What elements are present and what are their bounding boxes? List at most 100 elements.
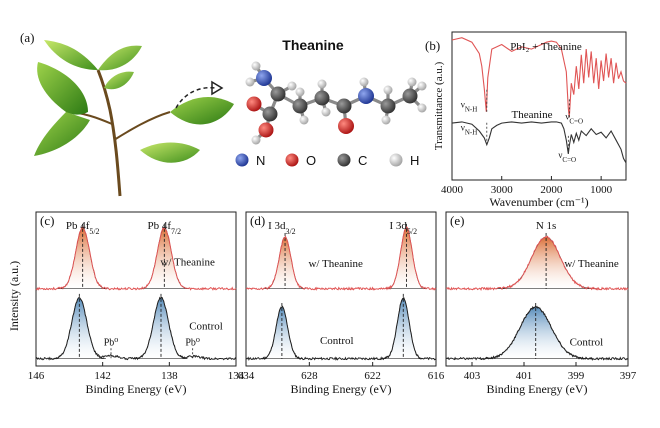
atom-o xyxy=(338,118,354,134)
x-tick-label: 634 xyxy=(238,370,255,382)
x-tick-label: 401 xyxy=(516,370,533,382)
molecule-title: Theanine xyxy=(282,37,344,53)
annotation-label: νN-H xyxy=(461,100,478,114)
series-label-control: Control xyxy=(570,336,604,348)
legend-label-c: C xyxy=(358,153,367,168)
atom-h xyxy=(245,77,255,87)
panel-d-i3d-chart: 634 628 622 616 Binding Energy (eV) (d) w/ The… xyxy=(238,211,445,396)
measured-line-control xyxy=(35,296,237,361)
atom-c xyxy=(292,98,308,114)
peak-label: I 3d3/2 xyxy=(268,220,296,236)
pb0-label: Pb⁰ xyxy=(185,337,200,348)
atom-c xyxy=(380,98,396,114)
atom-o xyxy=(258,122,274,138)
measured-line-control xyxy=(445,305,629,361)
x-tick-label: 142 xyxy=(94,370,111,382)
atom-c xyxy=(270,86,286,102)
x-tick-label: 146 xyxy=(28,370,45,382)
x-tick-label: 616 xyxy=(428,370,445,382)
x-axis-label: Binding Energy (eV) xyxy=(85,382,186,396)
series-label-pbi2-theanine: PbI₂ + Theanine xyxy=(510,41,582,53)
atom-h xyxy=(417,103,427,113)
legend-swatch-c xyxy=(337,153,351,167)
peak-label: Pb 4f5/2 xyxy=(66,220,100,236)
measured-line-theanine xyxy=(245,226,437,291)
panel-a: (a) Theanine N O C H xyxy=(20,30,427,197)
dashed-arrow xyxy=(175,80,224,109)
legend-label-o: O xyxy=(306,153,316,168)
x-tick-label: 622 xyxy=(364,370,381,382)
atom-n xyxy=(256,70,272,86)
measured-line-control xyxy=(245,296,437,361)
series-label-theanine: Theanine xyxy=(512,109,553,121)
x-tick-label: 628 xyxy=(301,370,318,382)
annotation-label: νC=O xyxy=(558,150,576,164)
atom-c xyxy=(314,90,330,106)
atom-h xyxy=(407,77,417,87)
x-tick-label: 403 xyxy=(464,370,481,382)
legend-swatch-h xyxy=(389,153,403,167)
series-label-theanine: w/ Theanine xyxy=(308,258,363,270)
series-label-theanine: w/ Theanine xyxy=(160,257,215,269)
legend-swatch-o xyxy=(285,153,299,167)
x-tick-label: 399 xyxy=(568,370,585,382)
atom-n xyxy=(358,88,374,104)
panel-c-pb4f-chart: 146 142 138 134 Binding Energy (eV) (c) w/ The… xyxy=(28,211,245,396)
legend-swatch-n xyxy=(235,153,249,167)
series-line-pbi2-theanine xyxy=(451,37,627,118)
x-tick-label: 3000 xyxy=(491,184,514,196)
panel-e-n1s-chart: 403 401 399 397 Binding Energy (eV) (e) w/ The… xyxy=(445,211,637,396)
atom-h xyxy=(287,81,297,91)
atom-c xyxy=(262,106,278,122)
atom-h xyxy=(295,87,305,97)
measured-line-theanine xyxy=(445,235,629,292)
x-tick-label: 4000 xyxy=(441,184,464,196)
panel-frame xyxy=(245,211,437,367)
annotation-label: νC=O xyxy=(565,111,583,125)
atom-h xyxy=(383,85,393,95)
theanine-molecule-model xyxy=(245,61,427,145)
pb0-label: Pb⁰ xyxy=(104,337,119,348)
legend-label-h: H xyxy=(410,153,419,168)
x-tick-label: 134 xyxy=(228,370,245,382)
panel-label: (c) xyxy=(40,213,54,228)
panel-label: (e) xyxy=(450,213,464,228)
atom-h xyxy=(321,107,331,117)
intensity-axis-label: Intensity (a.u.) xyxy=(7,261,21,331)
panel-label: (b) xyxy=(425,38,440,53)
atom-c xyxy=(336,98,352,114)
annotation-label: νN-H xyxy=(461,123,478,137)
tea-plant-illustration xyxy=(34,40,234,197)
measured-line-theanine xyxy=(35,226,237,291)
x-axis-label: Binding Energy (eV) xyxy=(290,382,391,396)
panel-label: (d) xyxy=(250,213,265,228)
atom-h xyxy=(381,115,391,125)
atom-c xyxy=(402,88,418,104)
panel-a-label: (a) xyxy=(20,30,34,45)
atom-h xyxy=(417,81,427,91)
y-axis-label: Transmittance (a.u.) xyxy=(433,61,445,150)
x-axis-label: Binding Energy (eV) xyxy=(486,382,587,396)
atom-h xyxy=(251,135,261,145)
atom-h xyxy=(359,77,369,87)
peak-label: I 3d5/2 xyxy=(390,220,418,236)
atom-h xyxy=(251,61,261,71)
panel-b-frame xyxy=(451,31,627,181)
x-tick-label: 2000 xyxy=(540,184,563,196)
series-label-theanine: w/ Theanine xyxy=(564,258,619,270)
atom-o xyxy=(246,96,262,112)
series-label-control: Control xyxy=(189,320,223,332)
series-line-theanine xyxy=(451,121,627,164)
peak-label: Pb 4f7/2 xyxy=(148,220,182,236)
series-label-control: Control xyxy=(320,335,354,347)
atom-h xyxy=(299,115,309,125)
x-axis-label: Wavenumber (cm⁻¹) xyxy=(489,195,588,209)
x-tick-label: 397 xyxy=(620,370,637,382)
x-tick-label: 1000 xyxy=(590,184,613,196)
atom-h xyxy=(317,79,327,89)
x-tick-label: 138 xyxy=(161,370,178,382)
legend-label-n: N xyxy=(256,153,265,168)
